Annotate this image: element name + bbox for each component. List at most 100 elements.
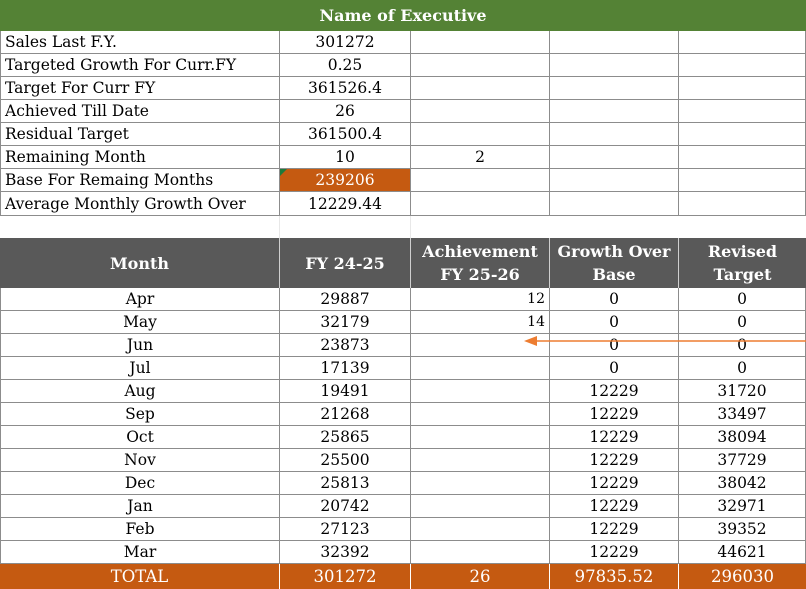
achievement-cell[interactable]: [411, 380, 550, 403]
fy-cell[interactable]: 21268: [280, 403, 411, 426]
month-cell[interactable]: Apr: [0, 288, 280, 311]
achievement-cell[interactable]: [411, 495, 550, 518]
achievement-cell[interactable]: 14: [411, 311, 550, 334]
achievement-cell[interactable]: [411, 334, 550, 357]
achievement-cell[interactable]: [411, 357, 550, 380]
fy-cell[interactable]: 25500: [280, 449, 411, 472]
achievement-cell[interactable]: [411, 541, 550, 564]
summary-value-highlighted[interactable]: 239206: [280, 169, 411, 192]
achievement-cell[interactable]: 12: [411, 288, 550, 311]
summary-extra[interactable]: [411, 192, 550, 216]
growth-cell[interactable]: 0: [550, 311, 679, 334]
month-cell[interactable]: Feb: [0, 518, 280, 541]
summary-label[interactable]: Average Monthly Growth Over: [0, 192, 280, 216]
title-cell[interactable]: Name of Executive: [0, 0, 806, 31]
month-cell[interactable]: Aug: [0, 380, 280, 403]
achievement-cell[interactable]: [411, 426, 550, 449]
empty-cell[interactable]: [0, 216, 280, 238]
total-fy[interactable]: 301272: [280, 564, 411, 589]
empty-cell[interactable]: [550, 54, 679, 77]
fy-cell[interactable]: 25813: [280, 472, 411, 495]
fy-cell[interactable]: 32392: [280, 541, 411, 564]
achievement-cell[interactable]: [411, 403, 550, 426]
fy-cell[interactable]: 25865: [280, 426, 411, 449]
summary-value[interactable]: 10: [280, 146, 411, 169]
header-month[interactable]: Month: [0, 238, 280, 288]
summary-label[interactable]: Achieved Till Date: [0, 100, 280, 123]
growth-cell[interactable]: 12229: [550, 472, 679, 495]
growth-cell[interactable]: 12229: [550, 426, 679, 449]
empty-cell[interactable]: [550, 146, 679, 169]
arrow-head: [524, 336, 537, 346]
summary-value[interactable]: 0.25: [280, 54, 411, 77]
summary-value[interactable]: 12229.44: [280, 192, 411, 216]
summary-label[interactable]: Sales Last F.Y.: [0, 31, 280, 54]
header-achievement[interactable]: Achievement FY 25-26: [411, 238, 550, 288]
formula-error-marker-icon: [280, 169, 287, 176]
summary-label[interactable]: Residual Target: [0, 123, 280, 146]
total-growth[interactable]: 97835.52: [550, 564, 679, 589]
empty-cell[interactable]: [550, 100, 679, 123]
fy-cell[interactable]: 27123: [280, 518, 411, 541]
summary-extra[interactable]: [411, 54, 550, 77]
empty-cell[interactable]: [550, 169, 679, 192]
month-cell[interactable]: Jan: [0, 495, 280, 518]
empty-cell[interactable]: [550, 31, 679, 54]
header-fy[interactable]: FY 24-25: [280, 238, 411, 288]
summary-extra[interactable]: [411, 77, 550, 100]
summary-label[interactable]: Targeted Growth For Curr.FY: [0, 54, 280, 77]
month-cell[interactable]: Jun: [0, 334, 280, 357]
header-growth[interactable]: Growth Over Base: [550, 238, 679, 288]
growth-cell[interactable]: 12229: [550, 403, 679, 426]
achievement-cell[interactable]: [411, 472, 550, 495]
fy-cell[interactable]: 19491: [280, 380, 411, 403]
total-achievement[interactable]: 26: [411, 564, 550, 589]
summary-row-2: Target For Curr FY 361526.4: [0, 77, 806, 100]
growth-cell[interactable]: 12229: [550, 541, 679, 564]
summary-label[interactable]: Target For Curr FY: [0, 77, 280, 100]
fy-cell[interactable]: 29887: [280, 288, 411, 311]
summary-extra[interactable]: [411, 31, 550, 54]
summary-extra[interactable]: 2: [411, 146, 550, 169]
fy-cell[interactable]: 20742: [280, 495, 411, 518]
empty-cell[interactable]: [550, 192, 679, 216]
empty-cell[interactable]: [550, 123, 679, 146]
month-cell[interactable]: Dec: [0, 472, 280, 495]
month-cell[interactable]: Sep: [0, 403, 280, 426]
total-revised[interactable]: 296030: [679, 564, 806, 589]
header-revised[interactable]: Revised Target: [679, 238, 806, 288]
empty-cell[interactable]: [550, 77, 679, 100]
month-cell[interactable]: Jul: [0, 357, 280, 380]
growth-cell[interactable]: 0: [550, 288, 679, 311]
growth-cell[interactable]: 0: [550, 334, 679, 357]
empty-cell[interactable]: [280, 216, 411, 238]
month-cell[interactable]: Oct: [0, 426, 280, 449]
total-row: TOTAL 301272 26 97835.52 296030: [0, 564, 806, 589]
month-cell[interactable]: May: [0, 311, 280, 334]
growth-cell[interactable]: 12229: [550, 449, 679, 472]
growth-cell[interactable]: 12229: [550, 495, 679, 518]
month-cell[interactable]: Nov: [0, 449, 280, 472]
summary-extra[interactable]: [411, 123, 550, 146]
month-cell[interactable]: Mar: [0, 541, 280, 564]
achievement-cell[interactable]: [411, 449, 550, 472]
summary-extra[interactable]: [411, 100, 550, 123]
growth-cell[interactable]: 0: [550, 357, 679, 380]
fy-cell[interactable]: 23873: [280, 334, 411, 357]
summary-row-5: Remaining Month 10 2: [0, 146, 806, 169]
table-row: Dec 25813 12229 38042: [0, 472, 806, 495]
summary-label[interactable]: Remaining Month: [0, 146, 280, 169]
summary-extra[interactable]: [411, 169, 550, 192]
summary-value[interactable]: 26: [280, 100, 411, 123]
fy-cell[interactable]: 32179: [280, 311, 411, 334]
achievement-cell[interactable]: [411, 518, 550, 541]
summary-value[interactable]: 301272: [280, 31, 411, 54]
fy-cell[interactable]: 17139: [280, 357, 411, 380]
growth-cell[interactable]: 12229: [550, 518, 679, 541]
summary-value[interactable]: 361526.4: [280, 77, 411, 100]
summary-label[interactable]: Base For Remaing Months: [0, 169, 280, 192]
total-label[interactable]: TOTAL: [0, 564, 280, 589]
growth-cell[interactable]: 12229: [550, 380, 679, 403]
summary-value[interactable]: 361500.4: [280, 123, 411, 146]
